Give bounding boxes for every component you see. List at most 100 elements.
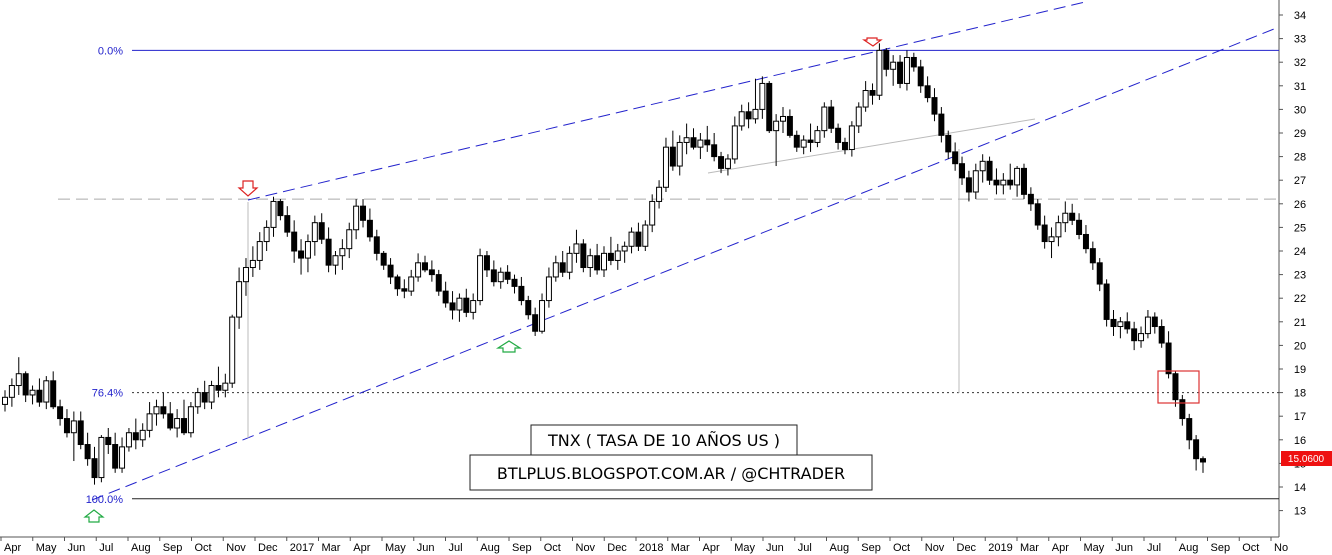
candle xyxy=(566,246,573,280)
candle xyxy=(318,213,325,244)
candle xyxy=(649,194,656,233)
candle xyxy=(1158,319,1165,348)
ticker-text: TNX ( TASA DE 10 AÑOS US ) xyxy=(547,431,780,450)
candle xyxy=(1027,187,1034,211)
candle xyxy=(718,151,725,174)
candles xyxy=(2,43,1206,485)
candle xyxy=(532,307,539,336)
candle xyxy=(1014,166,1021,197)
candle xyxy=(690,128,697,150)
up-arrow-icon xyxy=(495,340,523,353)
candle xyxy=(972,163,979,200)
candle xyxy=(449,291,456,320)
candle xyxy=(835,123,842,150)
x-tick-label: Aug xyxy=(480,542,500,554)
candle xyxy=(1082,225,1089,254)
candle xyxy=(201,380,208,410)
candle xyxy=(559,251,566,277)
ticker-box: TNX ( TASA DE 10 AÑOS US ) xyxy=(530,424,798,456)
y-tick-label: 28 xyxy=(1294,152,1306,164)
y-axis-ticks: 1314151617181920212223242526272829303132… xyxy=(1279,10,1306,518)
candle xyxy=(380,251,387,270)
grey-support-line xyxy=(707,118,1036,174)
candle xyxy=(174,409,181,438)
candle xyxy=(1172,371,1179,407)
candle xyxy=(711,133,718,162)
candle xyxy=(332,251,339,275)
candle xyxy=(1069,203,1076,226)
candle xyxy=(339,239,346,270)
candle xyxy=(2,390,8,412)
candle xyxy=(456,293,463,322)
candle xyxy=(298,239,305,275)
x-axis-ticks: Apr May Jun Jul Aug Sep Oct Nov Dec 2017 Mar Apr May… xyxy=(0,537,1288,554)
y-tick-label: 21 xyxy=(1294,317,1306,329)
candle xyxy=(1131,321,1138,351)
candle xyxy=(738,104,745,131)
candle xyxy=(284,206,291,237)
candle xyxy=(614,243,621,270)
candle xyxy=(594,243,601,275)
x-tick-label: Mar xyxy=(1020,542,1039,554)
x-tick-label: May xyxy=(36,542,57,554)
candle xyxy=(504,265,511,285)
candle xyxy=(1110,310,1117,336)
candle xyxy=(181,399,188,436)
candle xyxy=(793,130,800,152)
x-tick-label: Sep xyxy=(1211,542,1231,554)
candle xyxy=(63,409,70,438)
candle xyxy=(291,220,298,263)
candle xyxy=(662,137,669,192)
candle xyxy=(194,387,201,414)
y-tick-label: 19 xyxy=(1294,364,1306,376)
candle xyxy=(50,371,57,410)
candle xyxy=(442,281,449,308)
candle xyxy=(36,378,43,407)
candle xyxy=(77,411,84,450)
x-tick-label: Jun xyxy=(417,542,435,554)
x-tick-label: May xyxy=(734,542,755,554)
x-tick-label: Jul xyxy=(1147,542,1161,554)
y-tick-label: 24 xyxy=(1294,246,1306,258)
candle xyxy=(1103,279,1110,327)
candle xyxy=(704,125,711,152)
candle xyxy=(773,114,780,167)
candle xyxy=(1034,199,1041,230)
candle xyxy=(1041,215,1048,249)
candle xyxy=(119,437,126,473)
x-tick-label: Sep xyxy=(861,542,881,554)
x-tick-label: Apr xyxy=(1052,542,1069,554)
candle xyxy=(1055,215,1062,247)
candle xyxy=(415,253,422,282)
candle xyxy=(229,314,236,388)
candle xyxy=(1096,258,1103,292)
candle xyxy=(304,234,311,273)
candle xyxy=(607,236,614,266)
candle xyxy=(890,55,897,86)
candle xyxy=(965,170,972,202)
candle xyxy=(821,102,828,138)
down-arrow-icon xyxy=(237,180,259,197)
candle xyxy=(683,123,690,155)
candle xyxy=(139,423,146,447)
candle xyxy=(497,267,504,289)
candle xyxy=(635,222,642,251)
candle xyxy=(15,357,22,395)
x-tick-label: May xyxy=(1084,542,1105,554)
candle xyxy=(256,232,263,270)
x-tick-label: 2017 xyxy=(290,542,314,554)
y-tick-label: 31 xyxy=(1294,81,1306,93)
candle xyxy=(862,81,869,112)
candle xyxy=(545,267,552,308)
candle xyxy=(552,255,559,282)
candle xyxy=(394,274,401,296)
candle xyxy=(518,276,525,306)
candle xyxy=(208,380,215,410)
candle xyxy=(676,135,683,176)
candle xyxy=(160,392,167,419)
candle xyxy=(325,227,332,273)
candle xyxy=(910,52,917,72)
fibonacci-levels: 0.0% 76.4% 100.0% xyxy=(86,45,1279,506)
candle xyxy=(477,248,484,306)
